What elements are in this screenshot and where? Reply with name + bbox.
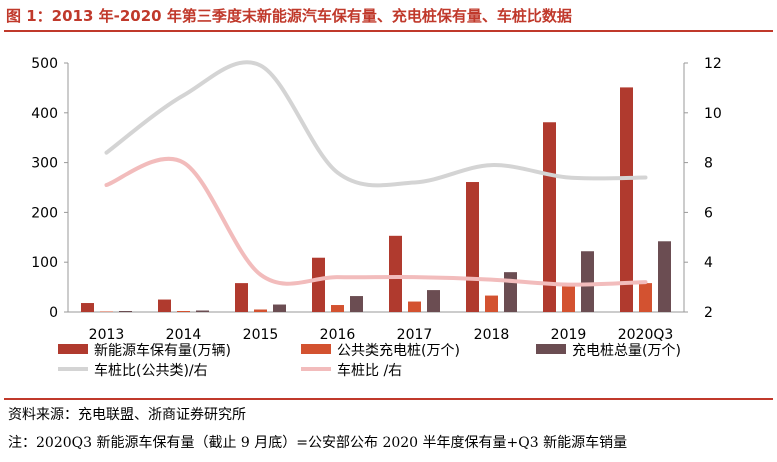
legend: 新能源车保有量(万辆) 公共类充电桩(万个) 充电桩总量(万个) 车桩比(公共类)/右…	[58, 342, 681, 379]
bar	[408, 302, 421, 312]
x-tick-label: 2017	[397, 327, 433, 343]
line-series	[107, 62, 646, 284]
left-tick-label: 0	[49, 305, 58, 321]
bar	[504, 272, 517, 312]
x-tick-label: 2016	[320, 327, 356, 343]
bar	[196, 311, 209, 312]
bar	[485, 296, 498, 312]
legend-label: 充电桩总量(万个)	[572, 342, 681, 359]
bar	[639, 283, 652, 312]
bar	[427, 290, 440, 312]
legend-swatch	[536, 344, 566, 354]
bar	[350, 296, 363, 312]
bar	[312, 258, 325, 312]
bar	[466, 182, 479, 312]
source-text: 资料来源：充电联盟、浙商证券研究所	[8, 404, 246, 424]
left-tick-label: 300	[31, 156, 58, 172]
bar	[620, 87, 633, 312]
left-tick-label: 400	[31, 106, 58, 122]
legend-label: 公共类充电桩(万个)	[337, 342, 460, 359]
bar	[81, 303, 94, 312]
legend-label: 车桩比(公共类)/右	[94, 362, 208, 379]
bar	[158, 300, 171, 312]
bar	[119, 311, 132, 312]
right-tick-label: 4	[704, 255, 713, 271]
legend-label: 新能源车保有量(万辆)	[94, 342, 231, 359]
bar	[235, 283, 248, 312]
title-divider	[4, 30, 773, 32]
x-tick-label: 2014	[166, 327, 202, 343]
x-tick-label: 2013	[89, 327, 125, 343]
bar	[389, 236, 402, 312]
footer-divider	[4, 398, 773, 400]
bar	[100, 312, 113, 313]
x-tick-label: 2015	[243, 327, 279, 343]
right-tick-label: 10	[704, 106, 722, 122]
right-tick-label: 8	[704, 156, 713, 172]
combo-chart: 0 100 200 300 400 500 2 4 6 8 10 12 2013 2014 2015 2016…	[0, 34, 777, 396]
legend-swatch	[58, 344, 88, 354]
legend-label: 车桩比 /右	[337, 362, 402, 379]
right-tick-label: 6	[704, 205, 713, 221]
bar	[658, 241, 671, 312]
note-text: 注：2020Q3 新能源车保有量（截止 9 月底）=公安部公布 2020 半年度…	[8, 432, 627, 452]
figure-title: 图 1：2013 年-2020 年第三季度末新能源汽车保有量、充电桩保有量、车桩…	[6, 5, 572, 26]
left-tick-label: 500	[31, 56, 58, 72]
right-tick-label: 12	[704, 56, 722, 72]
left-tick-label: 200	[31, 205, 58, 221]
bar	[273, 305, 286, 312]
x-tick-label: 2020Q3	[618, 327, 674, 343]
x-tick-label: 2019	[551, 327, 587, 343]
x-tick-label: 2018	[474, 327, 510, 343]
bar	[562, 286, 575, 312]
bar	[331, 305, 344, 312]
bar	[581, 251, 594, 312]
legend-swatch	[301, 344, 331, 354]
bar	[177, 311, 190, 312]
tick-labels: 0 100 200 300 400 500 2 4 6 8 10 12 2013 2014 2015 2016…	[31, 56, 722, 343]
bar	[254, 310, 267, 312]
left-tick-label: 100	[31, 255, 58, 271]
right-tick-label: 2	[704, 305, 713, 321]
chart-axes	[64, 63, 688, 312]
